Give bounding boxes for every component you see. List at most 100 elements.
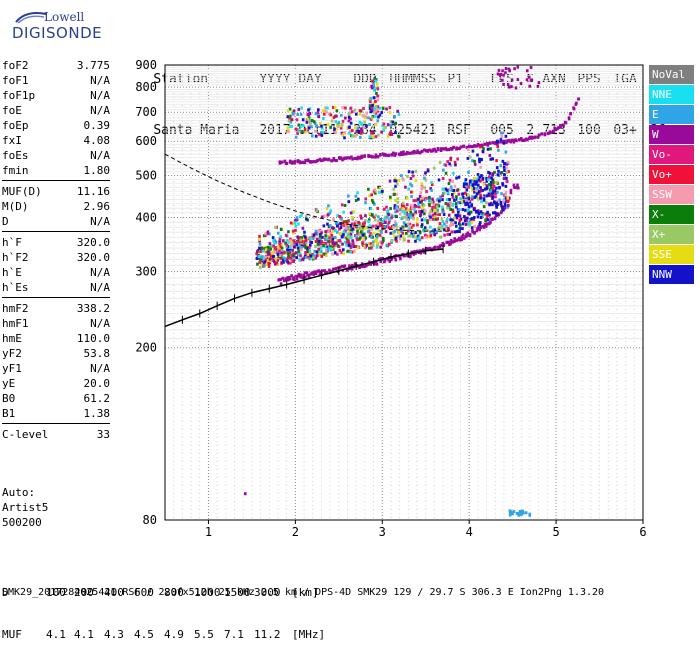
muf-value: 11.2 (254, 628, 281, 641)
trace-point (333, 267, 337, 271)
echo-point (435, 205, 439, 209)
trace-point (455, 239, 458, 243)
echo-point (313, 249, 317, 253)
echo-point (377, 229, 381, 233)
echo-point (375, 239, 378, 243)
echo-point (373, 202, 376, 206)
trace-point (505, 199, 508, 203)
echo-point (395, 206, 399, 210)
echo-point (479, 216, 483, 220)
trace-point (455, 146, 458, 150)
echo-point (404, 207, 408, 211)
legend-item-ssw: SSW (649, 185, 694, 204)
echo-point (343, 131, 347, 135)
trace-point (305, 271, 309, 275)
echo-point (330, 226, 334, 230)
echo-point (333, 127, 336, 131)
trace-point (376, 155, 380, 159)
param-value: 110.0 (76, 332, 110, 345)
echo-point (332, 229, 335, 233)
echo-point (467, 197, 471, 201)
echo-point (302, 241, 306, 245)
trace-point (475, 144, 479, 148)
echo-point (371, 200, 375, 204)
param-row-foe: foE N/A (2, 103, 110, 118)
echo-point (423, 186, 427, 190)
echo-point (307, 124, 310, 128)
echo-point (484, 212, 487, 216)
echo-point (434, 208, 437, 212)
muf-value: 5.5 (194, 628, 214, 641)
echo-point (421, 196, 425, 200)
echo-point (485, 184, 489, 188)
trace-point (379, 257, 382, 261)
param-name: foEp (2, 119, 29, 132)
echo-point (473, 225, 476, 229)
trace-point (394, 258, 398, 262)
trace-point (292, 278, 296, 282)
echo-point (415, 204, 418, 208)
echo-point (291, 111, 295, 115)
echo-point (450, 220, 453, 224)
echo-point (500, 135, 504, 139)
trace-point (462, 236, 466, 240)
echo-point (336, 244, 340, 248)
echo-point (372, 102, 375, 106)
echo-point (325, 207, 329, 211)
echo-point (453, 198, 456, 202)
echo-point (493, 201, 497, 205)
echo-point (314, 239, 318, 243)
echo-point (428, 211, 431, 215)
trace-point (559, 125, 563, 129)
y-tick-label: 200 (135, 341, 157, 355)
echo-point (508, 509, 512, 513)
echo-point (503, 162, 506, 166)
echo-point (423, 212, 426, 216)
echo-point (343, 229, 347, 233)
echo-point (348, 130, 352, 134)
echo-point (339, 231, 342, 235)
echo-point (289, 261, 292, 265)
echo-point (387, 213, 391, 217)
echo-point (419, 191, 423, 195)
echo-point (319, 235, 322, 239)
echo-point (376, 206, 380, 210)
echo-point (509, 511, 513, 515)
trace-point (428, 246, 432, 250)
distance-value: 200 (74, 586, 94, 599)
echo-point (294, 224, 298, 228)
echo-point (436, 211, 439, 215)
echo-point (417, 205, 421, 209)
echo-point (273, 250, 277, 254)
trace-point (426, 247, 430, 251)
echo-point (441, 208, 445, 212)
trace-point (307, 273, 311, 277)
echo-point (397, 112, 401, 116)
x-tick-label: 6 (639, 525, 646, 539)
trace-point (458, 146, 461, 150)
echo-point (485, 186, 489, 190)
echo-point (266, 230, 270, 234)
echo-point (346, 235, 350, 239)
distance-label: D (2, 586, 9, 599)
echo-point (295, 240, 299, 244)
x-tick-label: 1 (205, 525, 212, 539)
echo-point (416, 217, 419, 221)
echo-point (274, 225, 277, 229)
trace-point (485, 222, 489, 226)
echo-point (376, 94, 379, 98)
echo-point (286, 256, 290, 260)
trace-point (442, 243, 446, 247)
echo-point (428, 217, 432, 221)
trace-point (294, 274, 298, 278)
echo-point (295, 242, 298, 246)
echo-point (453, 230, 457, 234)
echo-point (325, 235, 329, 239)
echo-point (485, 216, 489, 220)
echo-point (431, 217, 435, 221)
echo-point (346, 249, 349, 253)
echo-point (401, 201, 405, 205)
echo-point (517, 513, 521, 517)
trace-point (366, 263, 370, 267)
trace-point (281, 276, 285, 280)
